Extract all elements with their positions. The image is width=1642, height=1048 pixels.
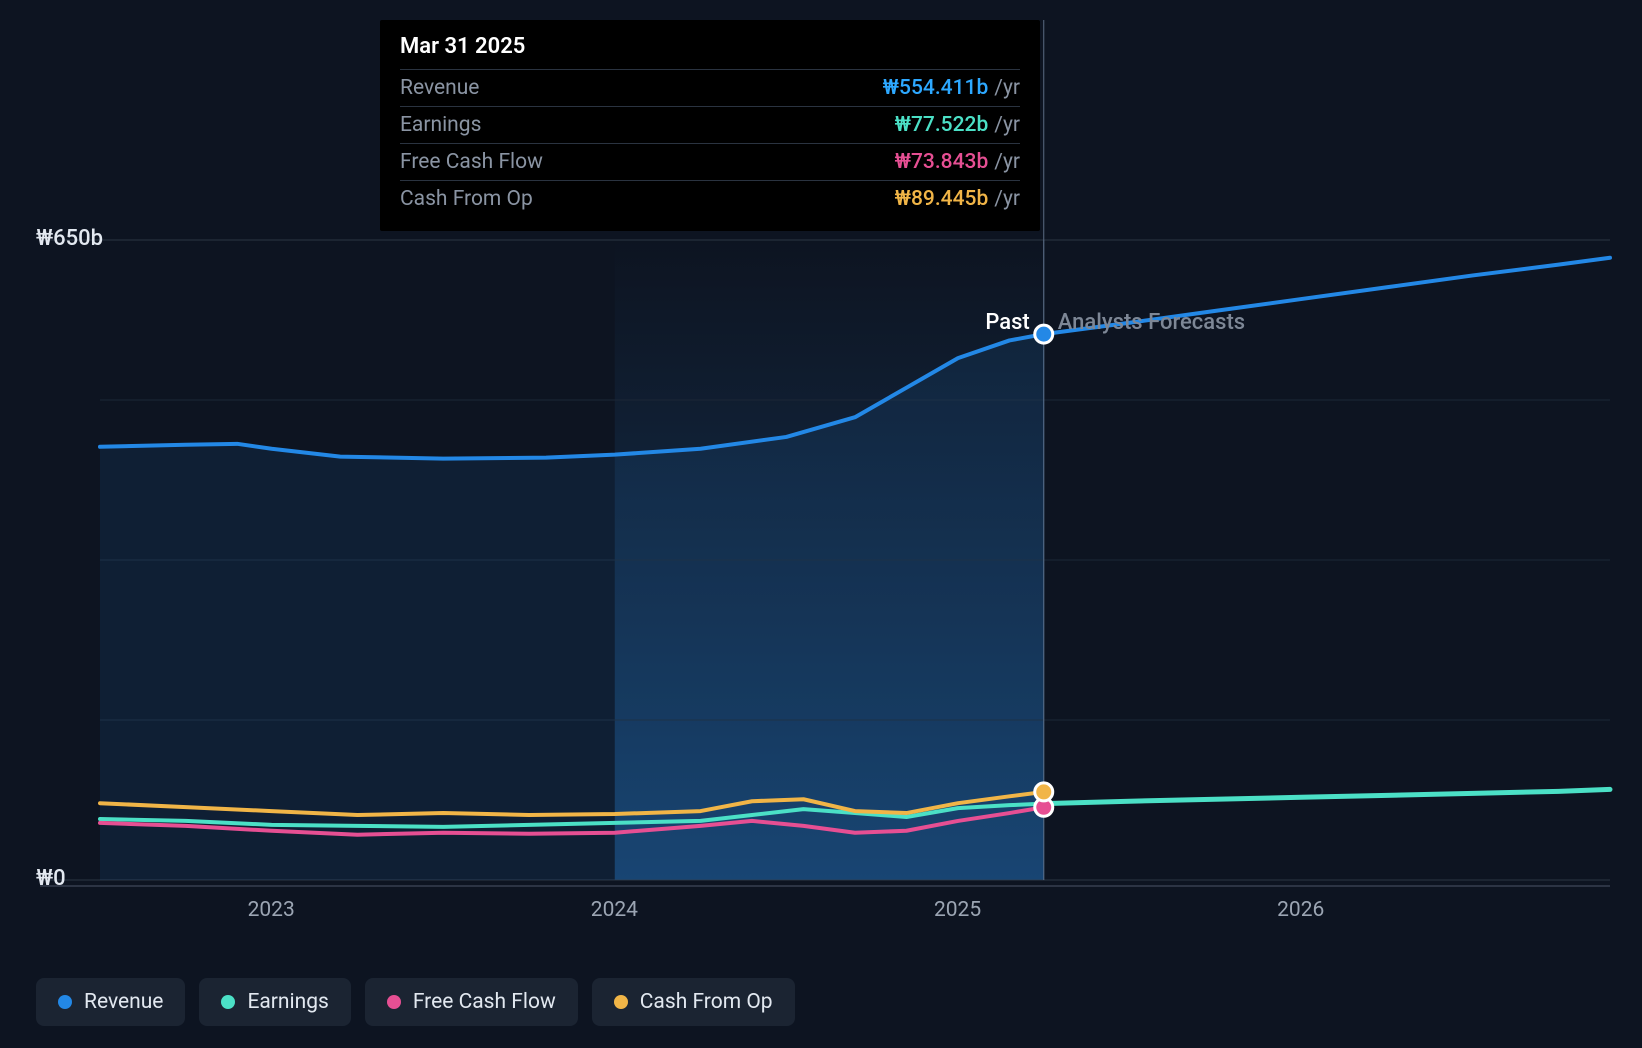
legend-dot-icon bbox=[58, 995, 72, 1009]
x-axis-tick: 2026 bbox=[1277, 898, 1324, 922]
legend-item-label: Free Cash Flow bbox=[413, 990, 556, 1014]
chart-legend: Revenue Earnings Free Cash Flow Cash From O… bbox=[36, 978, 795, 1026]
tooltip-row: Revenue ₩554.411b/yr bbox=[400, 69, 1020, 106]
y-axis-max-label: ₩650b bbox=[36, 226, 103, 251]
tooltip-date: Mar 31 2025 bbox=[400, 34, 1020, 69]
financials-chart: ₩650b ₩0 2023 2024 2025 2026 Past Analysts … bbox=[0, 0, 1642, 1048]
section-label-forecast: Analysts Forecasts bbox=[1058, 310, 1245, 335]
tooltip-row-value: ₩73.843b bbox=[895, 150, 989, 174]
legend-item-fcf[interactable]: Free Cash Flow bbox=[365, 978, 578, 1026]
tooltip-row-suffix: /yr bbox=[994, 76, 1020, 100]
tooltip-row-label: Cash From Op bbox=[400, 187, 533, 211]
legend-item-label: Earnings bbox=[247, 990, 328, 1014]
tooltip-row-suffix: /yr bbox=[994, 187, 1020, 211]
tooltip-row-value: ₩77.522b bbox=[895, 113, 989, 137]
tooltip-row-label: Revenue bbox=[400, 76, 479, 100]
tooltip-row-value: ₩554.411b bbox=[883, 76, 989, 100]
chart-tooltip: Mar 31 2025 Revenue ₩554.411b/yr Earnings ₩… bbox=[380, 20, 1040, 231]
tooltip-row-suffix: /yr bbox=[994, 113, 1020, 137]
legend-dot-icon bbox=[614, 995, 628, 1009]
tooltip-row-label: Earnings bbox=[400, 113, 481, 137]
legend-dot-icon bbox=[221, 995, 235, 1009]
y-axis-min-label: ₩0 bbox=[36, 866, 66, 891]
section-label-past: Past bbox=[985, 310, 1029, 335]
tooltip-row: Free Cash Flow ₩73.843b/yr bbox=[400, 143, 1020, 180]
x-axis-tick: 2025 bbox=[934, 898, 981, 922]
tooltip-row-value: ₩89.445b bbox=[895, 187, 989, 211]
legend-item-label: Revenue bbox=[84, 990, 163, 1014]
x-axis-tick: 2024 bbox=[591, 898, 638, 922]
legend-item-earnings[interactable]: Earnings bbox=[199, 978, 350, 1026]
legend-item-label: Cash From Op bbox=[640, 990, 773, 1014]
legend-item-revenue[interactable]: Revenue bbox=[36, 978, 185, 1026]
legend-item-cfo[interactable]: Cash From Op bbox=[592, 978, 795, 1026]
x-axis-tick: 2023 bbox=[248, 898, 295, 922]
legend-dot-icon bbox=[387, 995, 401, 1009]
tooltip-row-label: Free Cash Flow bbox=[400, 150, 543, 174]
tooltip-row: Cash From Op ₩89.445b/yr bbox=[400, 180, 1020, 217]
tooltip-row-suffix: /yr bbox=[994, 150, 1020, 174]
tooltip-row: Earnings ₩77.522b/yr bbox=[400, 106, 1020, 143]
